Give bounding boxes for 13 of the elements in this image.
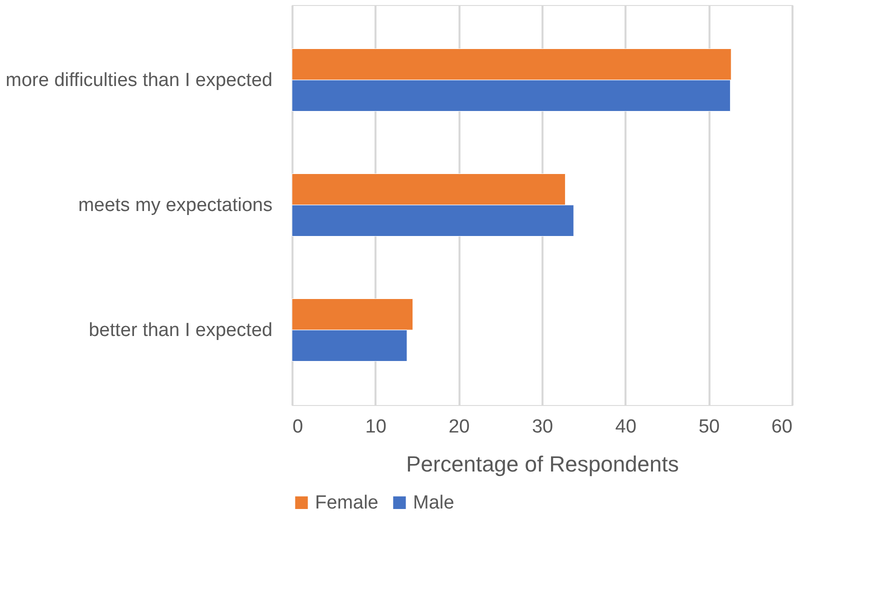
x-tick-label: 40	[615, 416, 636, 438]
y-tick-label: more difficulties than I expected	[6, 70, 272, 91]
x-tick-label: 30	[532, 416, 554, 438]
x-tick-label: 50	[698, 416, 720, 438]
x-axis-title: Percentage of Respondents	[406, 452, 679, 476]
x-tick-label: 0	[292, 416, 304, 438]
x-tick-label: 60	[771, 416, 792, 438]
x-tick-label: 20	[448, 416, 470, 438]
y-tick-label: meets my expectations	[78, 195, 272, 216]
legend-label: Male	[413, 492, 454, 514]
y-tick-label: better than I expected	[88, 320, 272, 341]
x-tick-label: 10	[365, 416, 386, 438]
legend-label: Female	[315, 492, 378, 514]
